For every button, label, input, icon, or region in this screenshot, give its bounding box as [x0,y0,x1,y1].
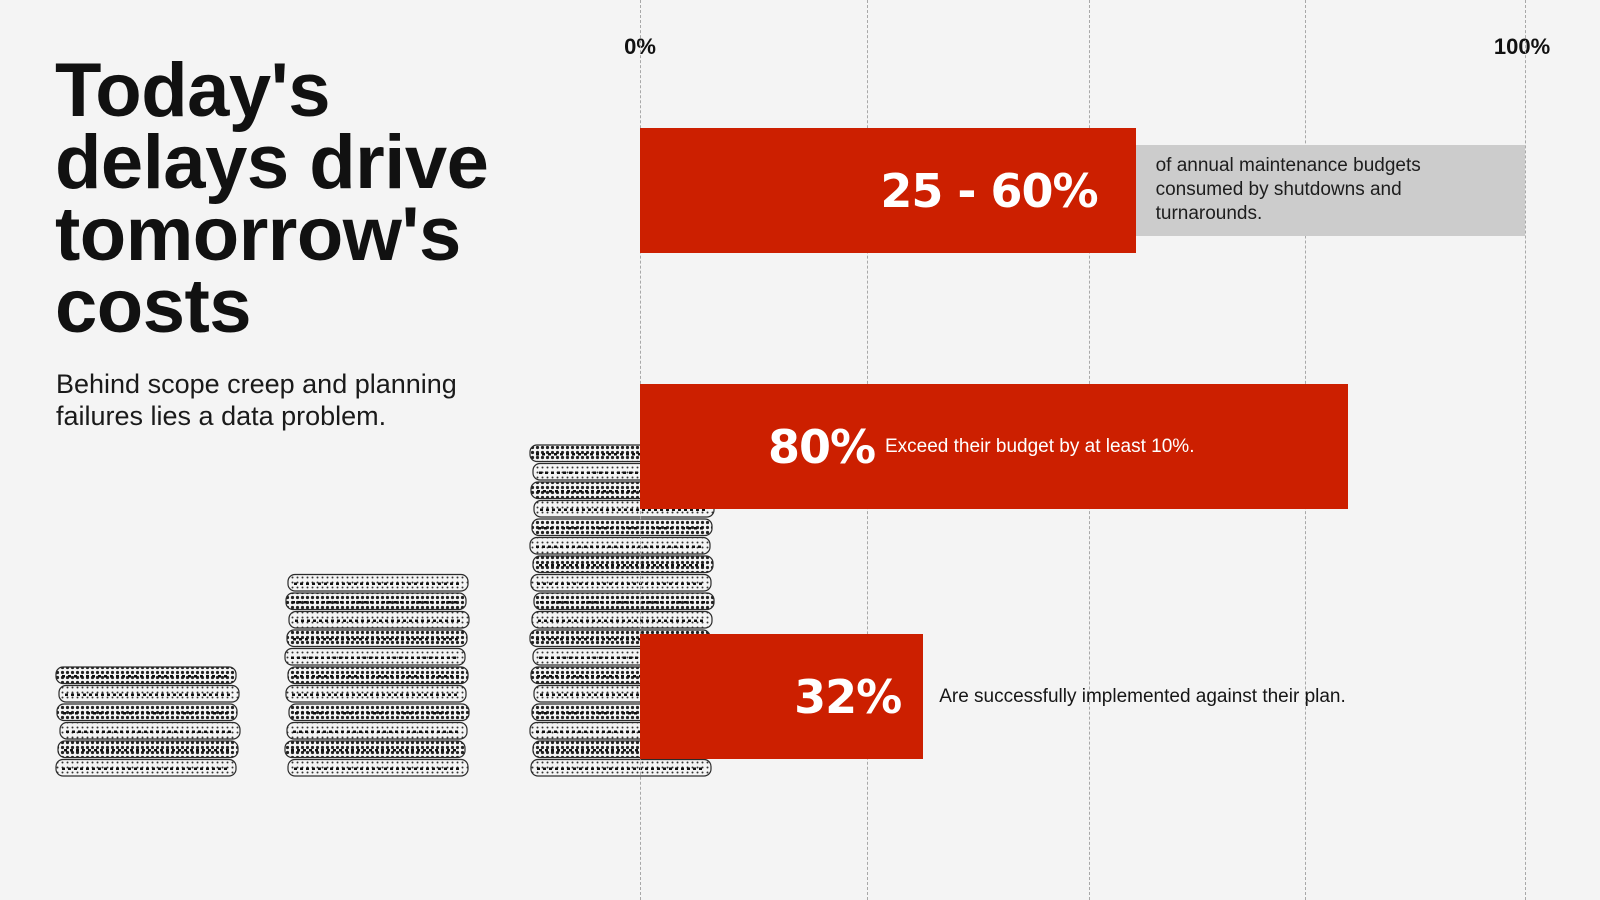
coin-stack-2 [284,573,470,777]
bar-1 [640,128,1136,253]
gridline-100 [1525,0,1526,900]
bar-3 [640,634,924,759]
subheadline: Behind scope creep and planning failures… [56,369,457,431]
bar-3-value-label: 32% [794,670,902,724]
bar-1-callout: of annual maintenance budgets consumed b… [1135,145,1525,236]
bar-1-value-label: 25 - 60% [880,164,1098,218]
bar-2-value-label: 80% [768,420,876,474]
bar-2 [640,384,1348,509]
coin-stack-1 [55,666,241,777]
bar-3-description: Are successfully implemented against the… [939,686,1346,707]
bar-2-description: Exceed their budget by at least 10%. [885,436,1195,457]
headline: Today's delays drive tomorrow's costs [55,48,489,349]
x-tick-label-100: 100% [1493,34,1551,59]
